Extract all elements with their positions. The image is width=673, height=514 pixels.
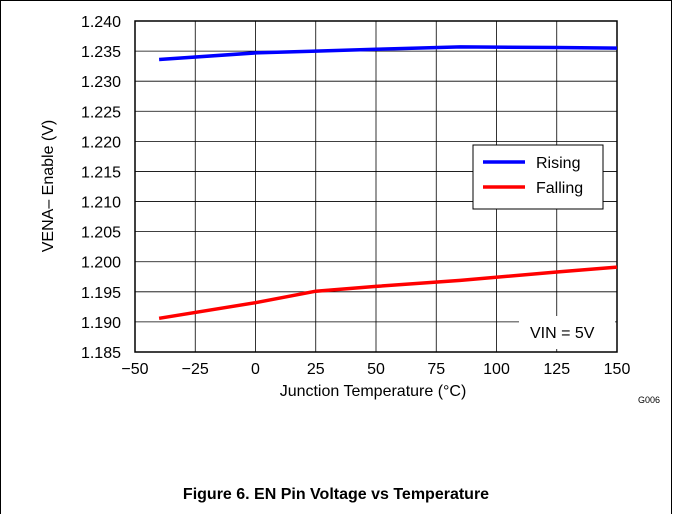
x-tick-label: 25 xyxy=(307,361,325,378)
x-tick-label: 50 xyxy=(367,361,385,378)
series-line-rising xyxy=(158,45,618,62)
x-tick-label: 0 xyxy=(251,361,260,378)
legend: Rising Falling xyxy=(472,144,604,210)
grid xyxy=(135,21,617,352)
x-tick-label: −25 xyxy=(182,361,209,378)
y-axis-label: VENA– Enable (V) xyxy=(40,120,57,253)
y-tick-label: 1.220 xyxy=(81,134,121,151)
tick-labels: −50 −25 0 25 50 75 100 125 150 1.240 1.235 1.230 1.2… xyxy=(81,14,630,378)
y-tick-label: 1.235 xyxy=(81,44,121,61)
series-lines xyxy=(158,45,618,321)
y-tick-label: 1.185 xyxy=(81,345,121,362)
y-tick-label: 1.205 xyxy=(81,225,121,242)
x-axis-label: Junction Temperature (°C) xyxy=(280,383,467,400)
annotation-vin: VIN = 5V xyxy=(530,325,595,342)
series-line-falling xyxy=(158,265,618,321)
figure-id: G006 xyxy=(638,395,660,405)
y-tick-label: 1.215 xyxy=(81,164,121,181)
x-tick-label: 150 xyxy=(604,361,631,378)
y-tick-label: 1.190 xyxy=(81,315,121,332)
frame-left-border xyxy=(0,0,1,514)
y-tick-label: 1.200 xyxy=(81,255,121,272)
frame-top-border xyxy=(0,0,672,1)
y-tick-label: 1.230 xyxy=(81,74,121,91)
x-tick-label: 75 xyxy=(427,361,445,378)
frame-right-border xyxy=(671,0,672,514)
figure-caption: Figure 6. EN Pin Voltage vs Temperature xyxy=(182,486,490,503)
y-tick-label: 1.195 xyxy=(81,285,121,302)
x-tick-label: 125 xyxy=(543,361,570,378)
y-tick-label: 1.240 xyxy=(81,14,121,31)
annotation-box xyxy=(519,316,615,349)
y-tick-label: 1.210 xyxy=(81,195,121,212)
x-tick-label: 100 xyxy=(483,361,510,378)
x-tick-label: −50 xyxy=(121,361,148,378)
legend-label-falling: Falling xyxy=(536,180,583,197)
y-tick-label: 1.225 xyxy=(81,104,121,121)
legend-label-rising: Rising xyxy=(536,155,580,172)
